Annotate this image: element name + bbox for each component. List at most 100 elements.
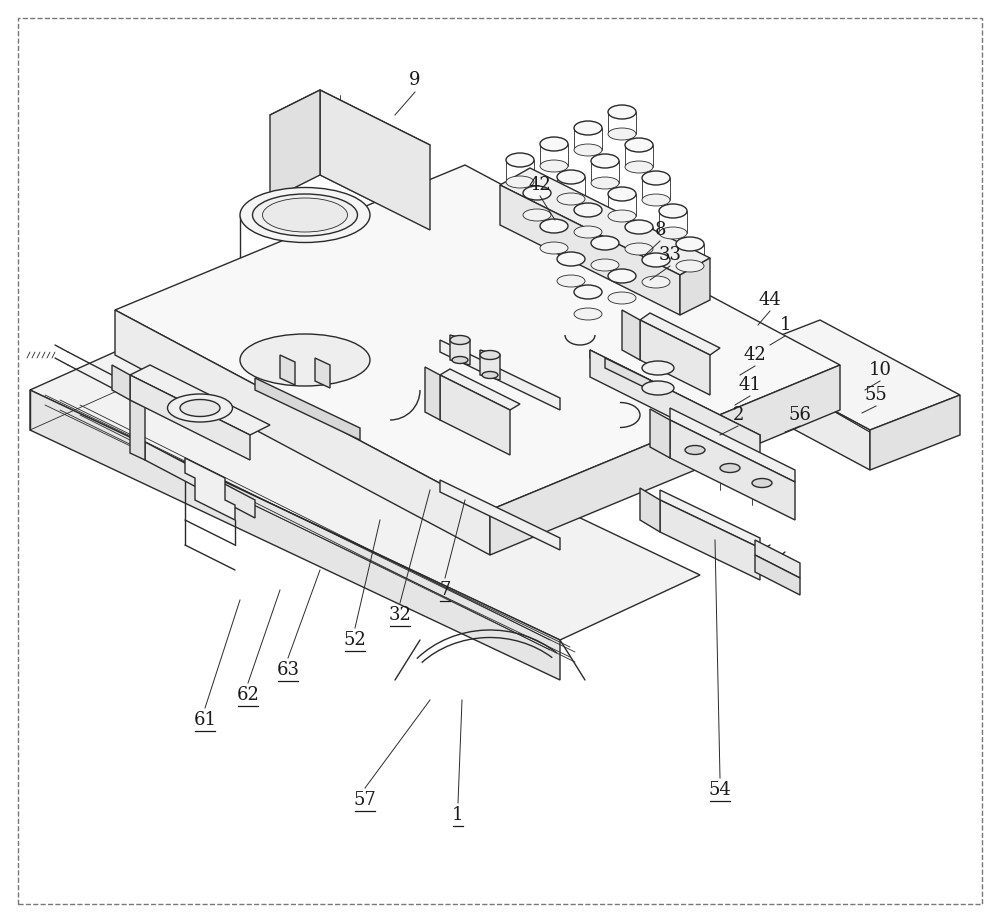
Ellipse shape	[482, 372, 498, 379]
Ellipse shape	[480, 350, 500, 360]
Text: 61: 61	[194, 711, 216, 729]
Polygon shape	[590, 350, 760, 462]
Ellipse shape	[642, 361, 674, 375]
Polygon shape	[450, 335, 470, 365]
Ellipse shape	[608, 292, 636, 304]
Ellipse shape	[591, 236, 619, 250]
Ellipse shape	[608, 210, 636, 222]
Ellipse shape	[720, 464, 740, 472]
Polygon shape	[730, 320, 960, 430]
Ellipse shape	[540, 219, 568, 233]
Ellipse shape	[574, 203, 602, 217]
Polygon shape	[480, 350, 500, 380]
Ellipse shape	[540, 160, 568, 172]
Text: 42: 42	[529, 176, 551, 194]
Polygon shape	[650, 409, 670, 458]
Ellipse shape	[659, 227, 687, 239]
Ellipse shape	[591, 177, 619, 189]
Polygon shape	[870, 395, 960, 470]
Ellipse shape	[574, 285, 602, 299]
Ellipse shape	[608, 105, 636, 119]
Ellipse shape	[625, 220, 653, 234]
Ellipse shape	[252, 194, 358, 236]
Text: 42: 42	[744, 346, 766, 364]
Polygon shape	[660, 490, 760, 548]
Ellipse shape	[591, 259, 619, 271]
Ellipse shape	[557, 275, 585, 287]
Polygon shape	[320, 90, 430, 230]
Text: 63: 63	[276, 661, 300, 679]
Text: 7: 7	[439, 581, 451, 599]
Ellipse shape	[240, 334, 370, 386]
Ellipse shape	[574, 144, 602, 156]
Ellipse shape	[523, 186, 551, 200]
Ellipse shape	[659, 204, 687, 218]
Ellipse shape	[557, 170, 585, 184]
Polygon shape	[270, 90, 430, 170]
Ellipse shape	[676, 260, 704, 272]
Polygon shape	[130, 375, 250, 460]
Text: 33: 33	[658, 246, 682, 264]
Text: 32: 32	[389, 606, 411, 624]
Polygon shape	[130, 365, 270, 435]
Polygon shape	[440, 340, 560, 410]
Ellipse shape	[523, 209, 551, 221]
Polygon shape	[730, 355, 870, 470]
Polygon shape	[670, 408, 795, 482]
Ellipse shape	[540, 242, 568, 254]
Text: 41: 41	[739, 376, 761, 394]
Polygon shape	[590, 350, 760, 443]
Polygon shape	[112, 365, 130, 400]
Polygon shape	[130, 400, 145, 460]
Text: 1: 1	[779, 316, 791, 334]
Ellipse shape	[625, 243, 653, 255]
Ellipse shape	[642, 381, 674, 395]
Polygon shape	[500, 168, 710, 275]
Polygon shape	[500, 185, 680, 315]
Ellipse shape	[608, 128, 636, 140]
Polygon shape	[30, 325, 700, 640]
Ellipse shape	[591, 154, 619, 168]
Polygon shape	[755, 555, 800, 595]
Ellipse shape	[642, 194, 670, 206]
Ellipse shape	[240, 187, 370, 242]
Text: 2: 2	[732, 406, 744, 424]
Polygon shape	[440, 480, 560, 550]
Text: 56: 56	[789, 406, 811, 424]
Ellipse shape	[557, 193, 585, 205]
Polygon shape	[670, 420, 795, 520]
Ellipse shape	[625, 161, 653, 173]
Ellipse shape	[557, 252, 585, 266]
Polygon shape	[255, 378, 360, 440]
Ellipse shape	[608, 187, 636, 201]
Ellipse shape	[752, 479, 772, 488]
Polygon shape	[30, 390, 560, 680]
Polygon shape	[115, 310, 490, 555]
Text: 10: 10	[868, 361, 892, 379]
Polygon shape	[640, 488, 660, 532]
Text: 8: 8	[654, 221, 666, 239]
Ellipse shape	[625, 138, 653, 152]
Polygon shape	[755, 540, 800, 578]
Text: 57: 57	[354, 791, 376, 809]
Ellipse shape	[262, 198, 348, 232]
Polygon shape	[315, 358, 330, 388]
Polygon shape	[425, 367, 440, 420]
Ellipse shape	[642, 171, 670, 185]
Polygon shape	[640, 313, 720, 355]
Ellipse shape	[608, 269, 636, 283]
Polygon shape	[680, 258, 710, 315]
Ellipse shape	[168, 394, 232, 422]
Ellipse shape	[676, 237, 704, 251]
Polygon shape	[660, 500, 760, 580]
Text: 44: 44	[759, 291, 781, 309]
Polygon shape	[145, 442, 255, 518]
Ellipse shape	[450, 336, 470, 345]
Ellipse shape	[506, 176, 534, 188]
Ellipse shape	[506, 153, 534, 167]
Polygon shape	[440, 375, 510, 455]
Text: 62: 62	[237, 686, 259, 704]
Text: 55: 55	[865, 386, 887, 404]
Ellipse shape	[685, 445, 705, 455]
Text: 9: 9	[409, 71, 421, 89]
